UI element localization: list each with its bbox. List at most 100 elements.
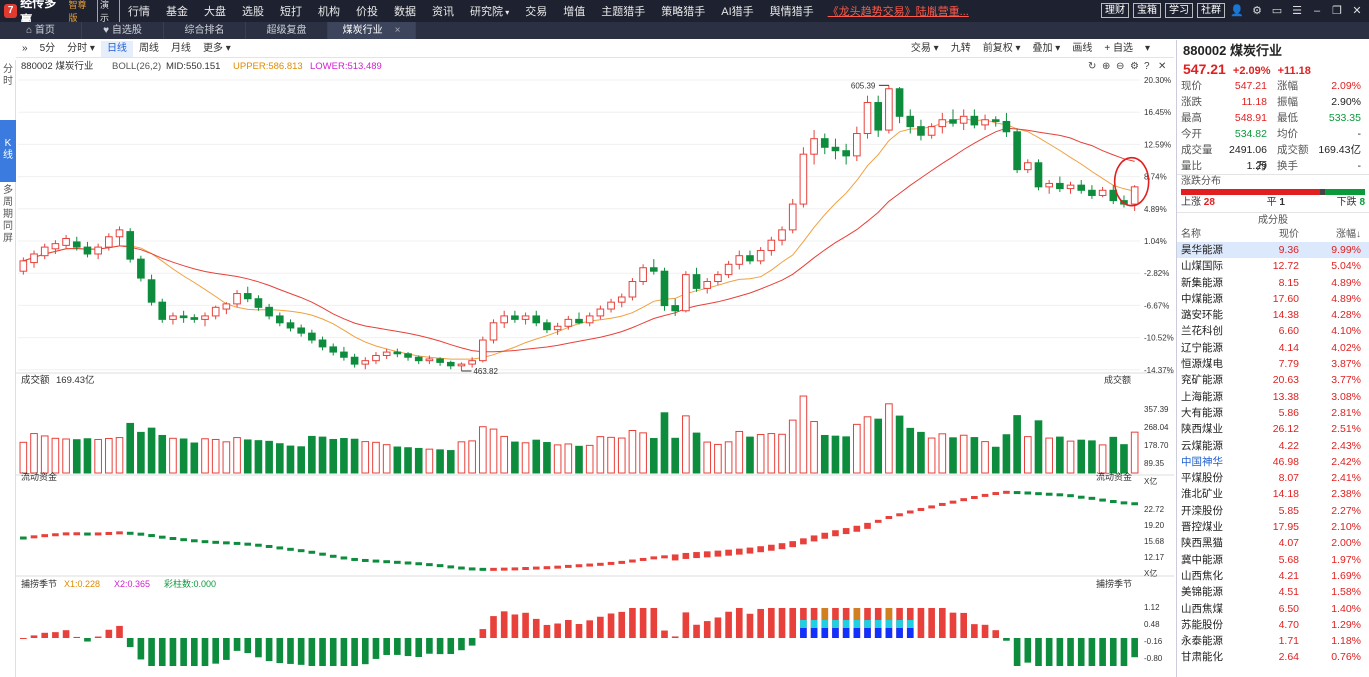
component-row[interactable]: 中煤能源 17.60 4.89% [1177,291,1369,307]
chart-tool-0[interactable]: 交易 ▾ [910,43,939,54]
flow-bar [853,525,861,532]
menu-0[interactable]: 行情 [128,6,150,18]
component-row[interactable]: 山西焦煤 6.50 1.40% [1177,601,1369,617]
component-row[interactable]: 苏能股份 4.70 1.29% [1177,617,1369,633]
menu-13[interactable]: 策略猎手 [661,6,706,18]
component-row[interactable]: 山煤国际 12.72 5.04% [1177,258,1369,274]
component-row[interactable]: 永泰能源 1.71 1.18% [1177,633,1369,649]
component-row[interactable]: 大有能源 5.86 2.81% [1177,405,1369,421]
component-row[interactable]: 平煤股份 8.07 2.41% [1177,470,1369,486]
col-price[interactable]: 现价 [1279,229,1299,240]
period-3[interactable]: 周线 [138,42,159,54]
period-1[interactable]: 分时 ▾ [67,42,95,54]
component-row[interactable]: 淮北矿业 14.18 2.38% [1177,486,1369,502]
top-button-1[interactable]: 宝箱 [1133,3,1161,18]
menu-14[interactable]: AI猎手 [721,6,754,18]
tab-close-icon[interactable]: × [394,25,401,36]
catch-bar [629,608,636,638]
menu-3[interactable]: 选股 [242,6,264,18]
tab-2[interactable]: 综合排名 [164,22,246,39]
chart-tool-4[interactable]: 画线 [1072,43,1093,54]
col-name[interactable]: 名称 [1181,229,1201,240]
component-row[interactable]: 昊华能源 9.36 9.99% [1177,242,1369,259]
component-row[interactable]: 晋控煤业 17.95 2.10% [1177,519,1369,535]
chart-tool-6[interactable]: ▾ [1144,43,1150,54]
menu-5[interactable]: 机构 [318,6,340,18]
minimize-icon[interactable]: – [1313,4,1321,17]
component-price: 17.60 [1272,292,1299,305]
tab-3[interactable]: 超级复盘 [246,22,328,39]
component-row[interactable]: 云煤能源 4.22 2.43% [1177,438,1369,454]
period-5[interactable]: 更多 ▾ [202,42,231,54]
chart-tool-3[interactable]: 叠加 ▾ [1032,43,1061,54]
component-row[interactable]: 上海能源 13.38 3.08% [1177,389,1369,405]
period-2[interactable]: 日线 [100,40,133,57]
menu-9[interactable]: 研究院 [462,3,517,19]
menu-4[interactable]: 短打 [280,6,302,18]
top-button-2[interactable]: 学习 [1165,3,1193,18]
volume-bar [30,433,38,474]
tab-1[interactable]: ♥ 自选股 [82,22,164,39]
component-row[interactable]: 陕西黑猫 4.07 2.00% [1177,535,1369,551]
catch-bar [383,638,390,655]
window-icon[interactable]: ▭ [1271,5,1283,17]
component-row[interactable]: 新集能源 8.15 4.89% [1177,275,1369,291]
close-icon[interactable]: ✕ [1352,5,1362,17]
menu-15[interactable]: 舆情猎手 [769,6,814,18]
menu-12[interactable]: 主题猎手 [601,6,646,18]
menu-icon[interactable]: ☰ [1292,5,1302,17]
volume-bar [1056,436,1064,474]
menu-7[interactable]: 数据 [394,6,416,18]
component-row[interactable]: 兰花科创 6.60 4.10% [1177,323,1369,339]
chart-tool-1[interactable]: 九转 [950,43,971,54]
menu-10[interactable]: 交易 [525,6,548,18]
collapse-icon[interactable]: » [22,42,28,54]
menu-8[interactable]: 资讯 [432,6,454,18]
component-row[interactable]: 陕西煤业 26.12 2.51% [1177,421,1369,437]
gear-icon[interactable]: ⚙ [1252,5,1262,17]
period-4[interactable]: 月线 [170,42,191,54]
flow-bar [1024,491,1032,495]
candle-body [297,327,305,334]
component-row[interactable]: 恒源煤电 7.79 3.87% [1177,356,1369,372]
candle-body [158,301,167,320]
top-button-3[interactable]: 社群 [1197,3,1225,18]
volume-bar [863,416,872,474]
flow-bar [169,536,177,540]
flow-bar [105,531,113,535]
menu-1[interactable]: 基金 [166,6,188,18]
chart-tool-2[interactable]: 前复权 ▾ [982,43,1021,54]
component-row[interactable]: 美锦能源 4.51 1.58% [1177,584,1369,600]
component-row[interactable]: 冀中能源 5.68 1.97% [1177,552,1369,568]
component-row[interactable]: 辽宁能源 4.14 4.02% [1177,340,1369,356]
view-tab-0[interactable]: 分时 [3,64,13,87]
restore-icon[interactable]: ❐ [1332,5,1342,17]
component-row[interactable]: 山西焦化 4.21 1.69% [1177,568,1369,584]
menu-2[interactable]: 大盘 [204,6,226,18]
component-row[interactable]: 兖矿能源 20.63 3.77% [1177,372,1369,388]
tab-0[interactable]: ⌂ 首页 [0,22,82,39]
chart-tool-5[interactable]: + 自选 [1104,43,1133,54]
app-logo[interactable]: 7 经传多赢 智尊版 演示 [0,0,120,27]
menu-6[interactable]: 价投 [356,6,378,18]
catch-color-bar [885,628,893,638]
component-row[interactable]: 中国神华 46.98 2.42% [1177,454,1369,470]
menu-11[interactable]: 增值 [563,6,586,18]
volume-bar [1023,436,1032,474]
col-pct[interactable]: 涨幅↓ [1336,229,1361,240]
promo-link[interactable]: 《龙头趋势交易》陆胤营重... [827,6,969,18]
component-row[interactable]: 甘肃能化 2.64 0.76% [1177,649,1369,665]
user-icon[interactable]: 👤 [1230,5,1244,17]
period-0[interactable]: 5分 [39,42,56,54]
component-row[interactable]: 潞安环能 14.38 4.28% [1177,307,1369,323]
volume-bar [318,436,327,474]
view-tab-1[interactable]: K线 [0,120,16,182]
component-row[interactable]: 开滦股份 5.85 2.27% [1177,503,1369,519]
catch-bar [554,623,561,638]
components-header: 名称 现价 涨幅↓ [1177,227,1369,242]
components-list: 昊华能源 9.36 9.99% 山煤国际 12.72 5.04% 新集能源 8.15 4.89%… [1177,242,1369,666]
kline-chart[interactable]: 880002 煤炭行业 BOLL(26,2) MID:550.151 UPPER:58… [16,58,1174,677]
top-button-0[interactable]: 理财 [1101,3,1129,18]
view-tab-2[interactable]: 多周期同屏 [3,185,13,244]
tab-4[interactable]: 煤炭行业 × [328,22,416,39]
